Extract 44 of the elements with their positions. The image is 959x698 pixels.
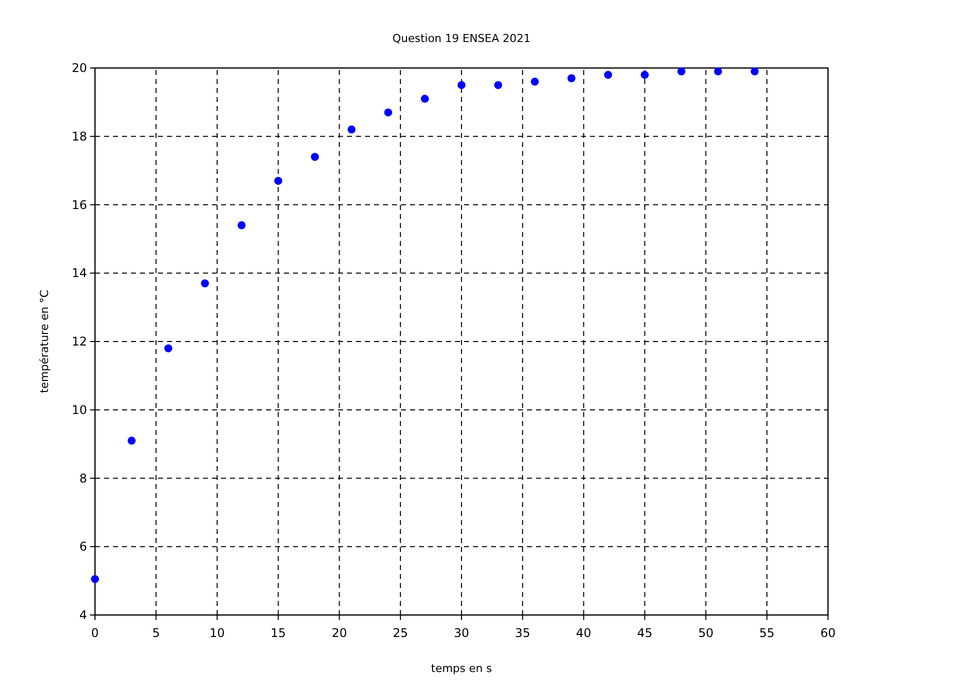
y-tick-label: 12 bbox=[72, 334, 87, 348]
point bbox=[604, 70, 612, 79]
x-tick-label: 45 bbox=[637, 626, 652, 640]
y-tick-label: 8 bbox=[79, 471, 87, 486]
y-tick-label: 14 bbox=[72, 266, 87, 280]
point bbox=[274, 176, 282, 185]
point bbox=[420, 94, 429, 103]
x-tick-label: 10 bbox=[210, 626, 225, 640]
x-tick-label: 40 bbox=[576, 626, 592, 640]
point bbox=[310, 152, 319, 161]
x-tick-label: 25 bbox=[392, 626, 408, 640]
point bbox=[200, 279, 209, 288]
chart-title: Question 19 ENSEA 2021 bbox=[392, 32, 531, 45]
x-tick-label: 15 bbox=[270, 626, 286, 640]
x-tick-label: 30 bbox=[454, 626, 470, 640]
x-tick-label: 50 bbox=[698, 626, 714, 640]
x-tick-label: 0 bbox=[91, 626, 99, 640]
y-tick-label: 6 bbox=[79, 540, 87, 554]
point bbox=[750, 67, 759, 76]
point bbox=[348, 126, 356, 134]
point bbox=[714, 67, 722, 76]
point bbox=[384, 108, 392, 116]
point bbox=[91, 575, 99, 584]
y-tick-label: 20 bbox=[72, 61, 87, 75]
point bbox=[494, 81, 502, 90]
y-tick-label: 4 bbox=[79, 608, 87, 622]
point bbox=[128, 436, 136, 445]
y-tick-label: 18 bbox=[72, 129, 87, 144]
x-tick-label: 35 bbox=[514, 626, 530, 640]
x-tick-label: 20 bbox=[332, 626, 347, 640]
point bbox=[640, 70, 649, 79]
point bbox=[238, 221, 246, 230]
point bbox=[567, 74, 576, 82]
point bbox=[677, 67, 686, 76]
x-tick-label: 55 bbox=[759, 626, 775, 640]
x-tick-label: 5 bbox=[152, 626, 160, 640]
y-tick-label: 16 bbox=[72, 198, 87, 212]
y-axis-title: température en °C bbox=[38, 290, 51, 394]
point bbox=[458, 81, 466, 90]
point bbox=[530, 78, 539, 86]
x-tick-label: 60 bbox=[820, 626, 836, 640]
point bbox=[164, 344, 172, 352]
y-tick-label: 10 bbox=[72, 402, 87, 417]
x-axis-title: temps en s bbox=[431, 662, 492, 675]
